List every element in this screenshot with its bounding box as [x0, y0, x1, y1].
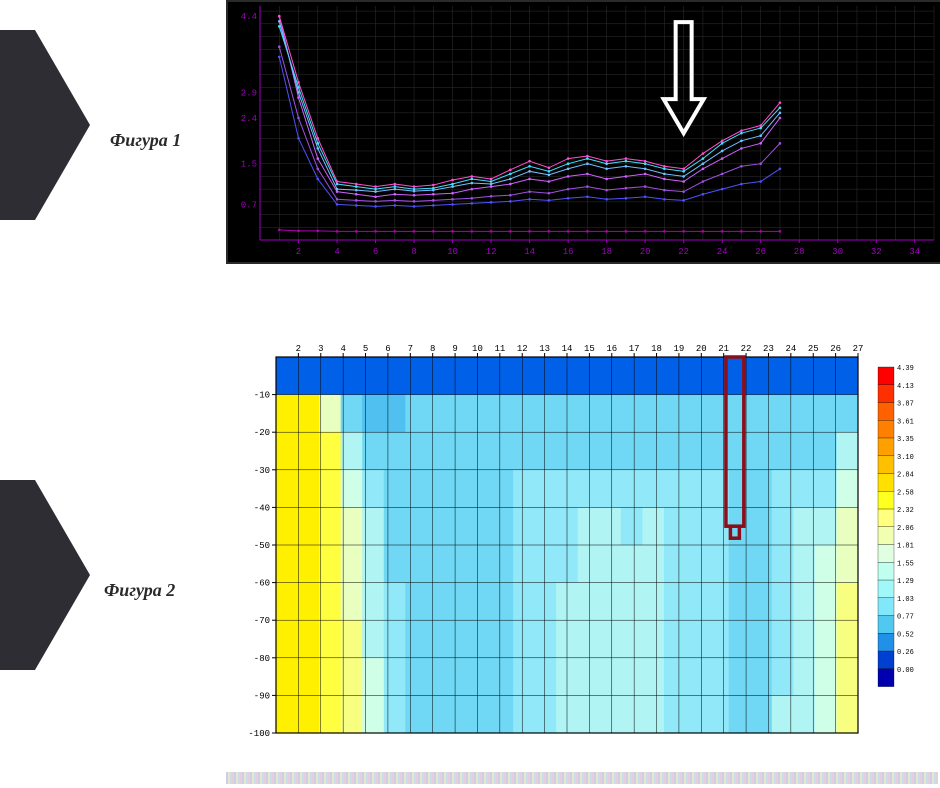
svg-text:-30: -30 [254, 466, 270, 476]
svg-text:8: 8 [411, 247, 416, 257]
svg-text:2.4: 2.4 [241, 114, 257, 124]
svg-text:15: 15 [584, 344, 595, 354]
svg-text:8: 8 [430, 344, 435, 354]
svg-text:-20: -20 [254, 428, 270, 438]
svg-text:24: 24 [785, 344, 796, 354]
decorative-strip [226, 772, 938, 784]
svg-text:6: 6 [385, 344, 390, 354]
svg-text:3: 3 [318, 344, 323, 354]
svg-text:12: 12 [517, 344, 528, 354]
svg-text:16: 16 [606, 344, 617, 354]
svg-text:22: 22 [741, 344, 752, 354]
svg-text:9: 9 [452, 344, 457, 354]
svg-text:26: 26 [755, 247, 766, 257]
svg-text:2.9: 2.9 [241, 88, 257, 98]
svg-text:0.7: 0.7 [241, 200, 257, 210]
svg-text:3.35: 3.35 [897, 436, 914, 444]
svg-text:3.87: 3.87 [897, 401, 914, 409]
svg-text:12: 12 [486, 247, 497, 257]
svg-text:2: 2 [296, 247, 301, 257]
svg-text:0.00: 0.00 [897, 667, 914, 675]
svg-text:3.61: 3.61 [897, 418, 914, 426]
svg-text:4: 4 [334, 247, 339, 257]
svg-text:24: 24 [717, 247, 728, 257]
svg-text:-40: -40 [254, 503, 270, 513]
svg-text:4.4: 4.4 [241, 12, 257, 22]
svg-text:2.06: 2.06 [897, 525, 914, 533]
svg-text:2.32: 2.32 [897, 507, 914, 515]
svg-text:13: 13 [539, 344, 550, 354]
svg-text:0.77: 0.77 [897, 614, 914, 622]
svg-text:7: 7 [408, 344, 413, 354]
svg-text:2.84: 2.84 [897, 472, 914, 480]
svg-text:20: 20 [696, 344, 707, 354]
svg-text:11: 11 [494, 344, 505, 354]
svg-text:21: 21 [718, 344, 729, 354]
svg-text:27: 27 [853, 344, 864, 354]
svg-text:25: 25 [808, 344, 819, 354]
svg-text:4: 4 [340, 344, 345, 354]
svg-text:2: 2 [296, 344, 301, 354]
svg-text:30: 30 [832, 247, 843, 257]
pointer-shape-1 [0, 30, 90, 220]
svg-text:23: 23 [763, 344, 774, 354]
svg-text:26: 26 [830, 344, 841, 354]
svg-text:32: 32 [871, 247, 882, 257]
svg-text:-60: -60 [254, 579, 270, 589]
svg-text:18: 18 [601, 247, 612, 257]
svg-text:2.58: 2.58 [897, 489, 914, 497]
figure-1-label: Фигура 1 [110, 130, 181, 151]
svg-text:1.55: 1.55 [897, 560, 914, 568]
chart-2-heatmap: 2345678910111213141516171819202122232425… [226, 335, 938, 745]
svg-text:17: 17 [629, 344, 640, 354]
svg-text:16: 16 [563, 247, 574, 257]
svg-text:1.29: 1.29 [897, 578, 914, 586]
figure-2-label: Фигура 2 [104, 580, 175, 601]
svg-text:1.81: 1.81 [897, 543, 914, 551]
svg-text:-70: -70 [254, 616, 270, 626]
svg-text:34: 34 [909, 247, 920, 257]
svg-text:10: 10 [472, 344, 483, 354]
svg-text:22: 22 [678, 247, 689, 257]
svg-text:-100: -100 [248, 729, 270, 739]
svg-text:20: 20 [640, 247, 651, 257]
svg-text:0.26: 0.26 [897, 649, 914, 657]
svg-text:0.52: 0.52 [897, 631, 914, 639]
svg-text:10: 10 [447, 247, 458, 257]
svg-text:18: 18 [651, 344, 662, 354]
svg-text:14: 14 [562, 344, 573, 354]
page: Фигура 1 2468101214161820222426283032340… [0, 0, 940, 788]
svg-text:1.5: 1.5 [241, 160, 257, 170]
svg-text:6: 6 [373, 247, 378, 257]
svg-text:5: 5 [363, 344, 368, 354]
chart-1-line: 2468101214161820222426283032340.71.52.42… [226, 0, 940, 264]
svg-text:-10: -10 [254, 391, 270, 401]
svg-text:3.10: 3.10 [897, 454, 914, 462]
svg-text:1.03: 1.03 [897, 596, 914, 604]
svg-text:19: 19 [674, 344, 685, 354]
svg-text:4.13: 4.13 [897, 383, 914, 391]
pointer-shape-2 [0, 480, 90, 670]
svg-text:-80: -80 [254, 654, 270, 664]
svg-text:-50: -50 [254, 541, 270, 551]
svg-text:-90: -90 [254, 691, 270, 701]
svg-text:28: 28 [794, 247, 805, 257]
svg-text:14: 14 [524, 247, 535, 257]
svg-text:4.39: 4.39 [897, 365, 914, 373]
